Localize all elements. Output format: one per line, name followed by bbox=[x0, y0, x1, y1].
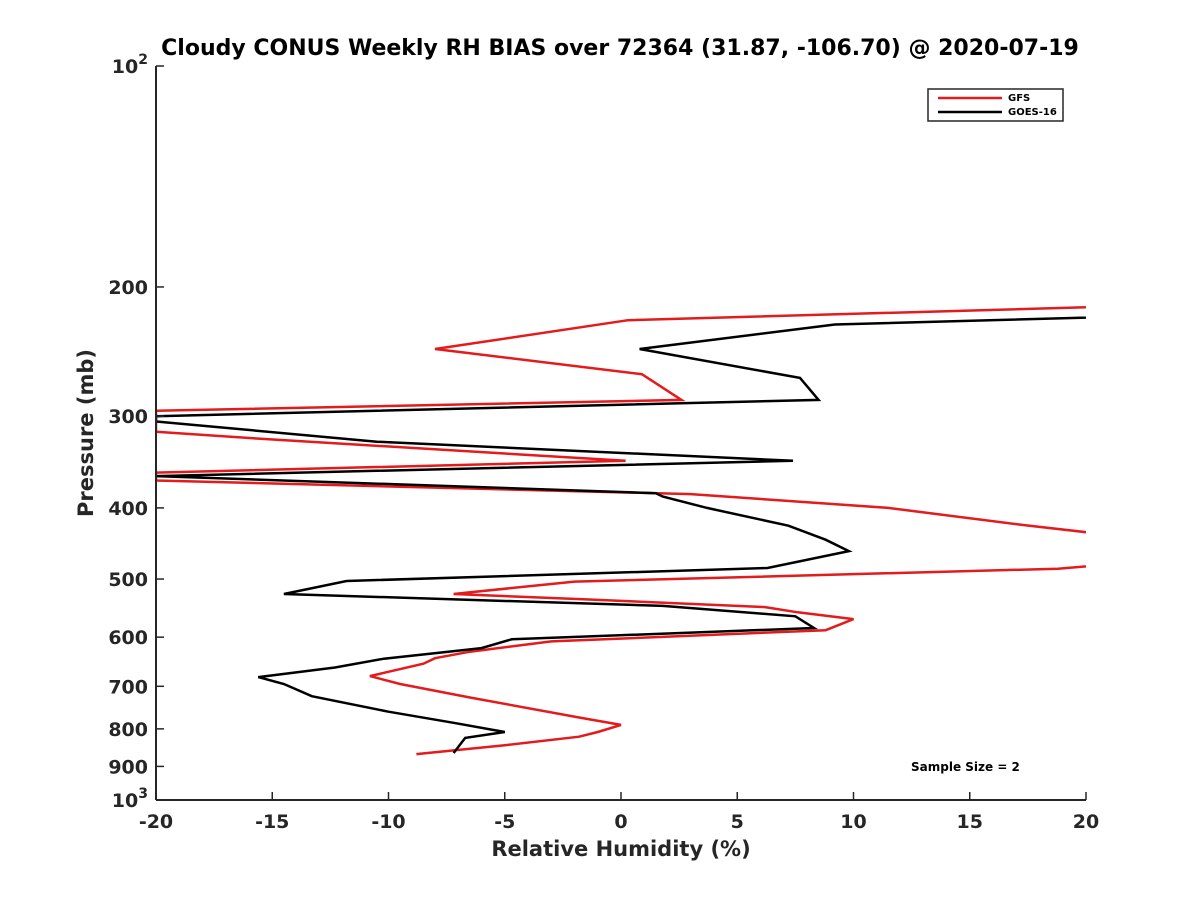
y-tick-label: 600 bbox=[108, 627, 148, 649]
series-line-gfs bbox=[156, 306, 1086, 756]
y-tick-label: 800 bbox=[108, 719, 148, 741]
y-tick-label: 700 bbox=[108, 676, 148, 698]
y-axis-label: Pressure (mb) bbox=[74, 349, 98, 517]
legend-label-goes16: GOES-16 bbox=[1008, 107, 1057, 118]
y-ticks: 102 200 300 400 500 600 700 800 900 103 bbox=[108, 52, 164, 812]
y-tick-label: 102 bbox=[112, 52, 148, 78]
x-tick-label: -15 bbox=[255, 811, 289, 833]
x-tick-label: -10 bbox=[371, 811, 405, 833]
y-tick-label: 300 bbox=[108, 406, 148, 428]
x-tick-label: -5 bbox=[494, 811, 515, 833]
x-tick-label: 10 bbox=[840, 811, 866, 833]
y-tick-label: 200 bbox=[108, 277, 148, 299]
y-tick-label: 400 bbox=[108, 498, 148, 520]
x-tick-label: 15 bbox=[957, 811, 983, 833]
legend: GFS GOES-16 bbox=[927, 88, 1064, 122]
x-tick-label: 0 bbox=[614, 811, 627, 833]
x-tick-label: 5 bbox=[731, 811, 744, 833]
chart-title: Cloudy CONUS Weekly RH BIAS over 72364 (… bbox=[161, 36, 1079, 61]
y-tick-label: 103 bbox=[112, 786, 148, 812]
series-layer bbox=[156, 306, 1086, 756]
x-axis-label: Relative Humidity (%) bbox=[491, 837, 750, 861]
series-line-goes16 bbox=[156, 316, 1086, 754]
y-tick-label: 900 bbox=[108, 756, 148, 778]
y-tick-label: 500 bbox=[108, 569, 148, 591]
x-tick-label: 20 bbox=[1073, 811, 1099, 833]
x-ticks: -20 -15 -10 -5 0 5 10 15 20 bbox=[139, 792, 1099, 833]
sample-size-annotation: Sample Size = 2 bbox=[911, 760, 1020, 774]
legend-box bbox=[927, 88, 1064, 122]
x-tick-label: -20 bbox=[139, 811, 173, 833]
legend-label-gfs: GFS bbox=[1008, 93, 1030, 104]
